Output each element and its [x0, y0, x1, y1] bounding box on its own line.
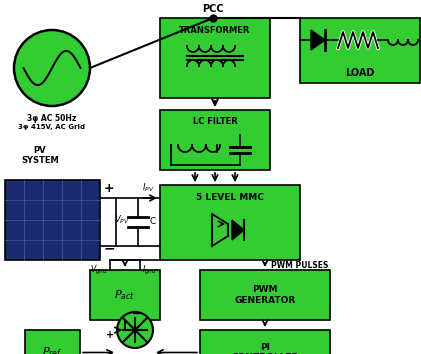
- Bar: [90, 270, 160, 320]
- Text: C: C: [150, 217, 156, 227]
- Text: $V_{PV}$: $V_{PV}$: [114, 214, 130, 226]
- Text: $I_{PV}$: $I_{PV}$: [142, 182, 154, 194]
- Bar: [200, 270, 330, 320]
- Bar: [25, 330, 80, 354]
- Text: TRANSFORMER: TRANSFORMER: [179, 26, 250, 35]
- Bar: [5, 180, 100, 260]
- Text: PWM
GENERATOR: PWM GENERATOR: [234, 285, 296, 305]
- Circle shape: [117, 312, 153, 348]
- Circle shape: [14, 30, 90, 106]
- Text: $I_{grid}$: $I_{grid}$: [142, 263, 157, 276]
- Text: PCC: PCC: [202, 4, 224, 14]
- Text: $V_{grid}$: $V_{grid}$: [90, 263, 108, 276]
- Polygon shape: [311, 30, 325, 50]
- Text: LOAD: LOAD: [345, 68, 375, 78]
- Bar: [160, 18, 270, 98]
- Text: 3φ AC 50Hz: 3φ AC 50Hz: [27, 114, 77, 123]
- Text: +: +: [104, 182, 115, 195]
- Text: LC FILTER: LC FILTER: [193, 117, 237, 126]
- Text: PWM PULSES: PWM PULSES: [271, 261, 328, 269]
- Polygon shape: [232, 220, 244, 240]
- Text: +: +: [106, 330, 114, 340]
- Text: −: −: [104, 241, 116, 255]
- Text: $P_{ref}$: $P_{ref}$: [42, 346, 63, 354]
- Text: PI
CONTROLLER: PI CONTROLLER: [231, 343, 298, 354]
- Bar: [200, 330, 330, 354]
- Bar: [160, 110, 270, 170]
- Text: 5 LEVEL MMC: 5 LEVEL MMC: [196, 193, 264, 202]
- Bar: [160, 185, 300, 260]
- Text: PV
SYSTEM: PV SYSTEM: [21, 145, 59, 165]
- Text: 3φ 415V, AC Grid: 3φ 415V, AC Grid: [19, 124, 85, 130]
- Bar: [300, 18, 420, 83]
- Text: −: −: [132, 309, 142, 319]
- Text: $P_{act}$: $P_{act}$: [115, 288, 136, 302]
